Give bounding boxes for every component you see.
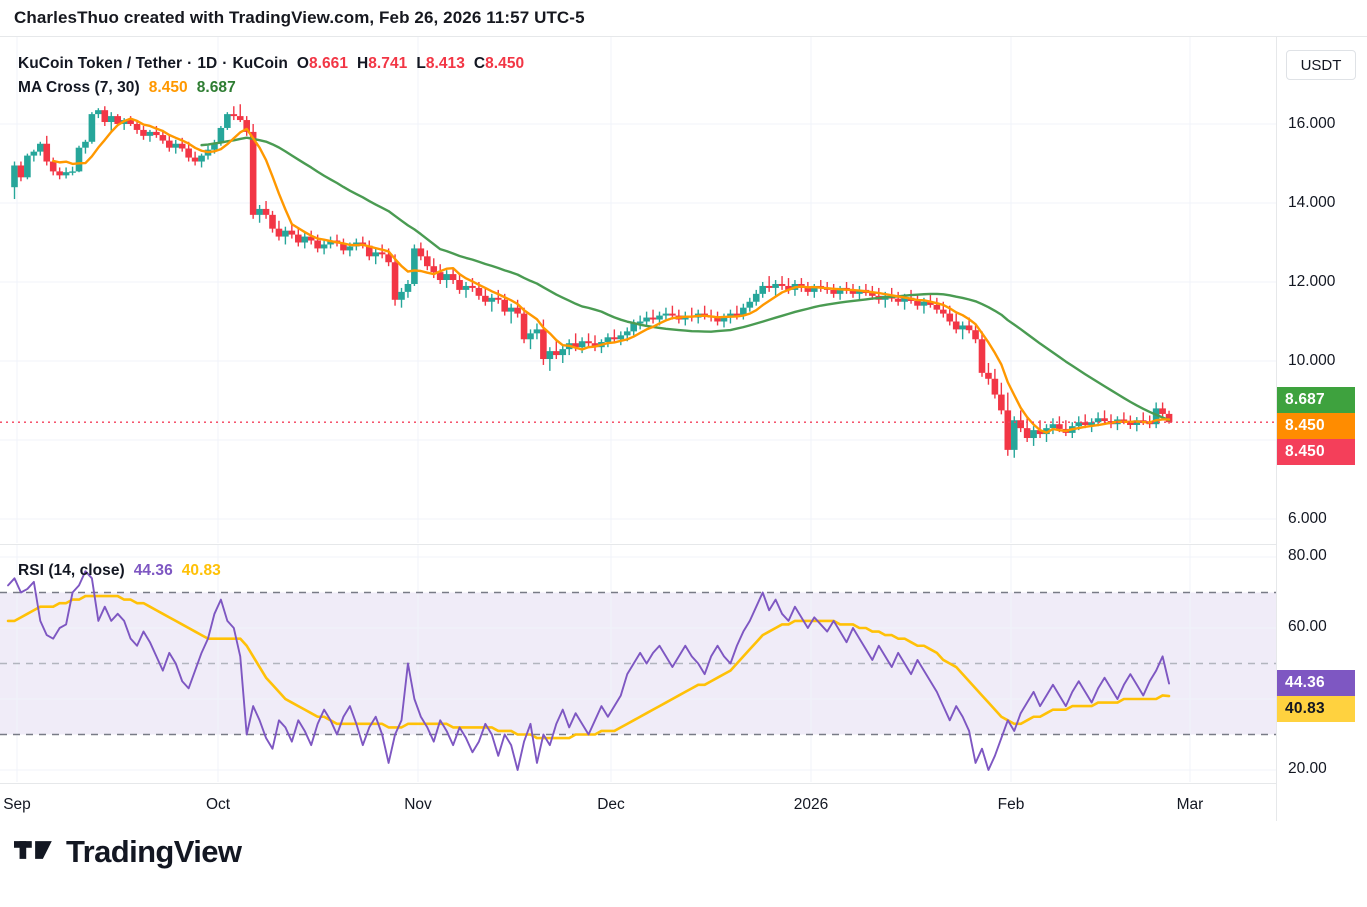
- attribution-text: CharlesThuo created with TradingView.com…: [14, 8, 585, 27]
- rsi-tick-1: 60.00: [1288, 618, 1327, 635]
- time-label-mar: Mar: [1176, 796, 1204, 813]
- currency-badge[interactable]: USDT: [1286, 50, 1356, 80]
- footer: TradingView: [14, 834, 242, 870]
- price-tick-2: 12.000: [1288, 273, 1336, 290]
- time-label-dec: Dec: [597, 796, 625, 813]
- price-chart-svg: [0, 37, 1276, 543]
- rsi-chart-svg: [0, 545, 1276, 782]
- rsi-value-badge[interactable]: 44.36: [1277, 669, 1355, 696]
- time-label-nov: Nov: [404, 796, 432, 813]
- last-price-badge[interactable]: 8.450: [1277, 438, 1355, 465]
- plot-area[interactable]: KuCoin Token / Tether · 1D · KuCoin O8.661 H8.…: [0, 37, 1276, 782]
- price-tick-0: 16.000: [1288, 115, 1336, 132]
- price-tick-1: 14.000: [1288, 194, 1336, 211]
- chart-frame: KuCoin Token / Tether · 1D · KuCoin O8.661 H8.…: [0, 36, 1367, 821]
- tradingview-logo-icon: [14, 836, 54, 869]
- time-label-sep: Sep: [3, 796, 31, 813]
- time-label-2026: 2026: [793, 796, 829, 813]
- price-tick-5: 6.000: [1288, 510, 1327, 527]
- rsi-pane[interactable]: [0, 544, 1276, 782]
- time-label-oct: Oct: [205, 796, 231, 813]
- time-axis[interactable]: Sep Oct Nov Dec 2026 Feb Mar: [0, 783, 1276, 821]
- tradingview-wordmark: TradingView: [66, 834, 242, 869]
- ma7-price-badge[interactable]: 8.450: [1277, 412, 1355, 439]
- rsi-tick-3: 20.00: [1288, 760, 1327, 777]
- rsi-ma-value-badge[interactable]: 40.83: [1277, 695, 1355, 722]
- rsi-tick-0: 80.00: [1288, 547, 1327, 564]
- price-pane[interactable]: [0, 37, 1276, 543]
- time-label-feb: Feb: [997, 796, 1025, 813]
- price-tick-3: 10.000: [1288, 352, 1336, 369]
- price-scale[interactable]: USDT 16.00014.00012.00010.0008.0006.0008…: [1276, 37, 1367, 821]
- ma30-price-badge[interactable]: 8.687: [1277, 386, 1355, 413]
